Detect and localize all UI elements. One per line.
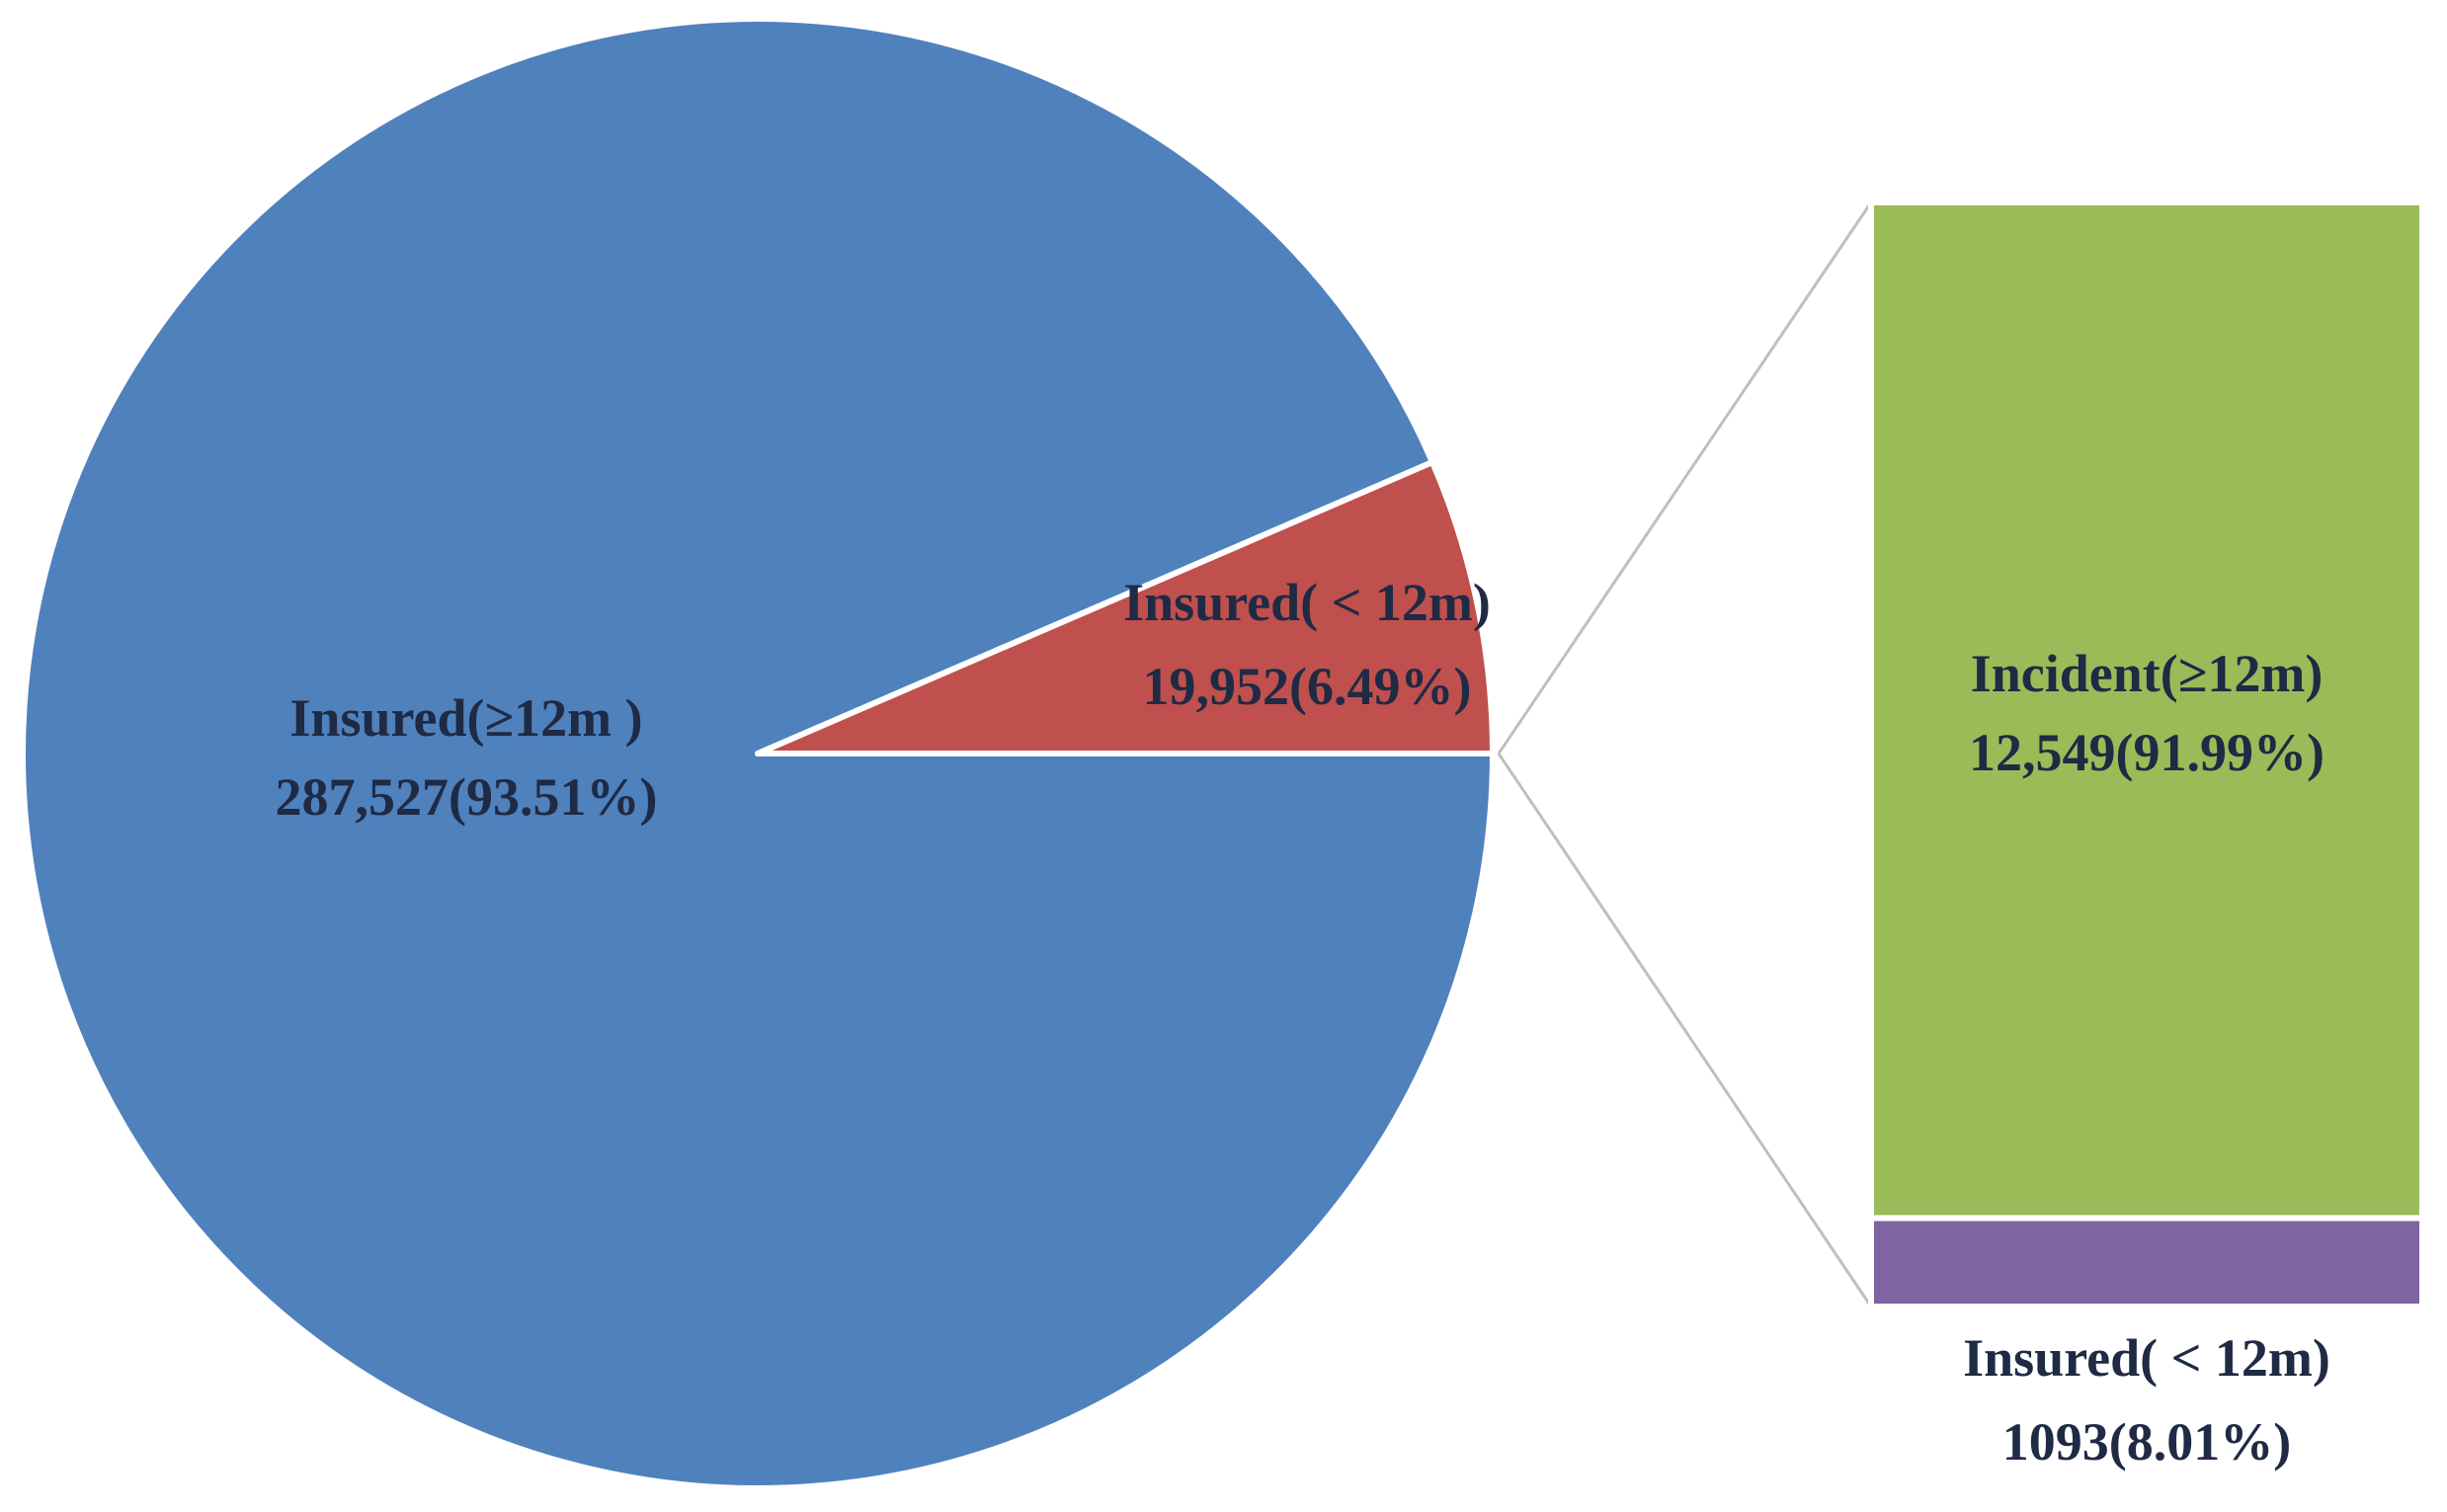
connector-line-bottom xyxy=(1497,753,1873,1308)
bar-segment-insured-under-12m xyxy=(1868,1215,2425,1311)
stacked-bar xyxy=(1868,199,2425,1311)
pie-slice-value-insured-12m-plus: 287,527(93.51%) xyxy=(276,767,658,827)
bar-segment-incident xyxy=(1868,199,2425,1222)
pie-slice-label-insured-12m-plus: Insured(≥12m ) xyxy=(289,688,642,748)
bar-segment-label-incident: Incident(≥12m) xyxy=(1971,644,2324,703)
bar-segment-value-incident: 12,549(91.99%) xyxy=(1969,723,2325,782)
connector-lines xyxy=(1497,201,1873,1308)
connector-line-top xyxy=(1497,201,1873,755)
bar-segment-value-insured-under-12m: 1093(8.01%) xyxy=(2002,1412,2291,1472)
data-labels: Insured(≥12m ) 287,527(93.51%) Insured( … xyxy=(276,573,2330,1472)
bar-segment-label-insured-under-12m: Insured( < 12m) xyxy=(1963,1328,2330,1388)
pie-slice-value-insured-under-12m: 19,952(6.49%) xyxy=(1143,657,1472,716)
pie-group xyxy=(20,16,1496,1491)
pie-slice-label-insured-under-12m: Insured( < 12m) xyxy=(1123,573,1491,632)
pie-slice-insured-under-12m xyxy=(755,459,1496,756)
